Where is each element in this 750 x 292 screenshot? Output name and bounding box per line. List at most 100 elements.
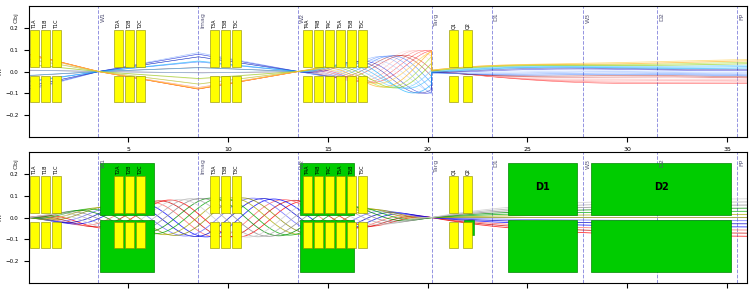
Bar — [314, 30, 323, 67]
Bar — [30, 222, 39, 248]
Text: T1C: T1C — [54, 165, 59, 175]
Text: T5C: T5C — [360, 19, 365, 29]
Bar — [136, 30, 145, 67]
Bar — [314, 76, 323, 102]
Bar — [336, 222, 345, 248]
Bar — [347, 76, 356, 102]
Text: T2B: T2B — [127, 19, 132, 29]
Text: T4B: T4B — [316, 165, 322, 175]
Text: T2B: T2B — [127, 165, 132, 175]
Bar — [336, 76, 345, 102]
Text: W2: W2 — [300, 13, 305, 22]
Text: W2: W2 — [300, 158, 305, 168]
Text: T4A: T4A — [305, 19, 310, 29]
Text: T4A: T4A — [305, 165, 310, 175]
Text: T1B: T1B — [43, 19, 48, 29]
Text: Targ: Targ — [433, 13, 439, 26]
Text: T3B: T3B — [223, 165, 227, 175]
Text: T5B: T5B — [350, 19, 354, 29]
Bar — [358, 30, 368, 67]
Bar — [100, 163, 154, 215]
Bar — [304, 30, 313, 67]
Bar — [41, 76, 50, 102]
Bar — [114, 176, 123, 213]
Bar — [136, 176, 145, 213]
Bar — [464, 220, 473, 235]
Bar — [52, 30, 61, 67]
Text: T2A: T2A — [116, 19, 121, 29]
Bar — [336, 176, 345, 213]
Bar — [124, 76, 134, 102]
Bar — [209, 222, 218, 248]
Text: Q2: Q2 — [465, 168, 470, 175]
Text: T2C: T2C — [138, 19, 142, 29]
Bar — [326, 176, 334, 213]
Text: T1B: T1B — [43, 165, 48, 175]
Bar — [326, 76, 334, 102]
Bar — [314, 176, 323, 213]
Y-axis label: m: m — [0, 68, 3, 75]
Bar — [232, 76, 241, 102]
Text: Imag: Imag — [200, 158, 206, 174]
Bar — [114, 30, 123, 67]
Text: D1: D1 — [494, 158, 499, 167]
Bar — [449, 30, 458, 67]
Bar — [52, 176, 61, 213]
Text: W3: W3 — [585, 13, 590, 22]
Bar — [41, 176, 50, 213]
Text: T4C: T4C — [327, 165, 332, 175]
Bar — [449, 76, 458, 102]
Bar — [136, 76, 145, 102]
Bar — [30, 76, 39, 102]
Text: T5A: T5A — [338, 165, 344, 175]
Bar — [449, 176, 458, 213]
Bar — [220, 222, 230, 248]
Text: T1A: T1A — [32, 19, 37, 29]
Text: T1C: T1C — [54, 19, 59, 29]
Text: Obj: Obj — [13, 158, 19, 169]
Bar — [358, 176, 368, 213]
Bar — [591, 163, 731, 215]
Text: Q1: Q1 — [451, 168, 456, 175]
Bar — [358, 222, 368, 248]
Text: T1A: T1A — [32, 165, 37, 175]
Text: T4B: T4B — [316, 19, 322, 29]
Text: Obj: Obj — [13, 13, 19, 23]
Text: Q1: Q1 — [451, 22, 456, 29]
Bar — [358, 76, 368, 102]
Bar — [209, 30, 218, 67]
Bar — [136, 222, 145, 248]
Bar — [52, 76, 61, 102]
Bar — [508, 163, 578, 215]
Bar — [300, 163, 354, 215]
Bar — [124, 176, 134, 213]
Bar — [220, 76, 230, 102]
Text: Targ: Targ — [433, 158, 439, 172]
Text: T5A: T5A — [338, 19, 344, 29]
Text: T2C: T2C — [138, 165, 142, 175]
Bar — [41, 222, 50, 248]
Text: Imag: Imag — [200, 13, 206, 28]
Bar — [209, 76, 218, 102]
Text: FP: FP — [739, 158, 744, 166]
Bar — [304, 76, 313, 102]
Bar — [209, 176, 218, 213]
Bar — [124, 222, 134, 248]
Bar — [347, 176, 356, 213]
Bar — [220, 176, 230, 213]
Bar — [508, 220, 578, 272]
Bar — [304, 176, 313, 213]
Bar — [314, 222, 323, 248]
Text: T3B: T3B — [223, 19, 227, 29]
Bar — [232, 222, 241, 248]
Bar — [347, 222, 356, 248]
Text: D2: D2 — [654, 182, 668, 192]
Bar — [463, 222, 472, 248]
Bar — [41, 30, 50, 67]
Text: D1: D1 — [535, 182, 550, 192]
Bar — [304, 222, 313, 248]
Bar — [300, 220, 354, 272]
Bar — [114, 76, 123, 102]
Bar — [326, 222, 334, 248]
Bar — [114, 222, 123, 248]
